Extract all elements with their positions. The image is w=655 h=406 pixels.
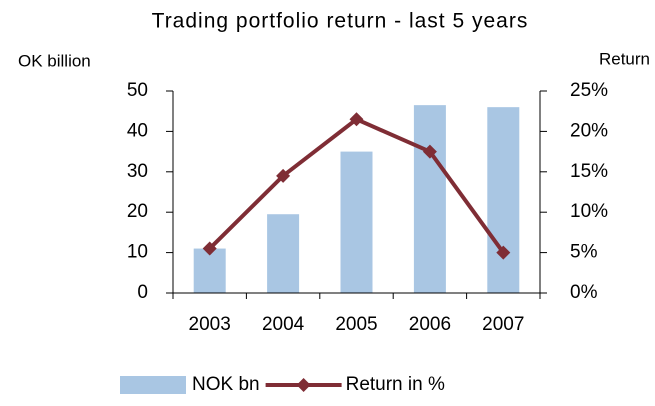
y2-tick-label: 0% [570,282,598,303]
chart-title: Trading portfolio return - last 5 years [152,10,529,33]
bar [340,151,373,293]
legend-label: NOK bn [192,374,260,395]
x-tick-label: 2007 [482,314,524,335]
legend-label: Return in % [346,374,445,395]
y2-axis-label: Return [599,49,650,68]
y-tick-label: 10 [127,242,148,263]
line-marker [202,241,217,256]
line-marker [276,168,291,183]
legend-swatch [120,376,186,394]
y-tick-label: 40 [127,120,148,141]
bar [267,214,300,293]
bar [193,248,226,293]
bar [413,105,446,293]
y2-tick-label: 20% [570,120,608,141]
y-tick-label: 20 [127,201,148,222]
line-marker [422,144,437,159]
y2-tick-label: 15% [570,161,608,182]
bar [487,107,520,293]
y-tick-label: 50 [127,80,148,101]
x-tick-label: 2005 [335,314,377,335]
y-axis-label: OK billion [18,51,91,70]
x-tick-label: 2003 [189,314,231,335]
x-tick-label: 2006 [409,314,451,335]
legend-marker [296,378,311,392]
y2-tick-label: 5% [570,242,598,263]
y-tick-label: 30 [127,161,148,182]
line-marker [349,112,364,127]
y2-tick-label: 25% [570,80,608,101]
y-tick-label: 0 [137,282,148,303]
y2-tick-label: 10% [570,201,608,222]
line-marker [496,245,511,260]
x-tick-label: 2004 [262,314,305,335]
